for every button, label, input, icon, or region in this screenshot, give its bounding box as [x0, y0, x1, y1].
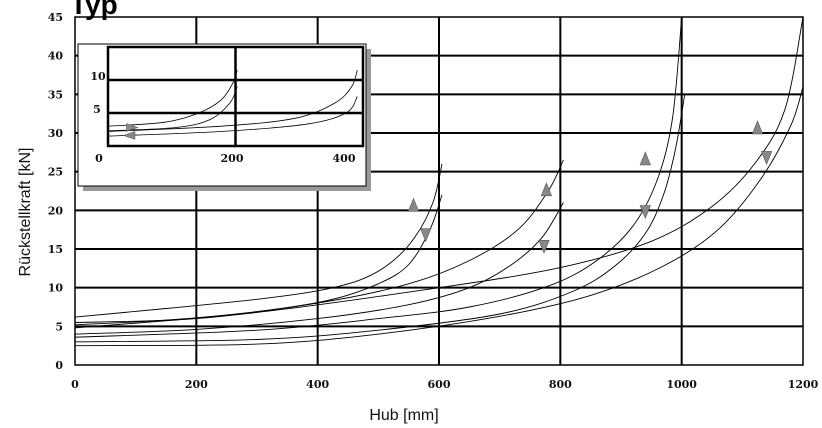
x-tick-label: 1000	[666, 378, 697, 391]
y-tick-label: 45	[48, 11, 63, 24]
direction-arrow-up	[751, 120, 764, 135]
direction-arrow-up	[407, 197, 420, 212]
direction-arrow-up	[639, 151, 651, 166]
direction-arrow-down	[420, 228, 432, 243]
force-curve-5	[74, 16, 683, 338]
y-tick-label: 0	[55, 359, 63, 372]
force-curve-7	[74, 16, 804, 329]
x-tick-label: 1200	[788, 378, 819, 391]
force-curve-6	[74, 94, 686, 343]
y-axis-label: Rückstellkraft [kN]	[17, 148, 34, 277]
main-gridlines	[74, 16, 804, 366]
inset-curve-3	[107, 69, 358, 132]
x-tick-label: 400	[306, 378, 329, 391]
inset-x-tick-label: 200	[221, 152, 244, 165]
inset-curve-2	[107, 86, 238, 132]
inset-direction-arrow-left	[122, 131, 136, 140]
inset-y-tick-label: 10	[90, 70, 106, 83]
inset-x-tick-label: 0	[95, 152, 103, 165]
inset-y-tick-label: 5	[93, 103, 101, 116]
main-direction-arrows	[407, 120, 773, 254]
force-curve-2	[74, 194, 443, 326]
force-curve-4	[74, 202, 564, 335]
main-tick-labels: 0 200 400 600 800 1000 1200 0 5 10 15 20 25 30 35 40 45	[48, 11, 819, 391]
y-tick-label: 25	[48, 166, 63, 179]
direction-arrow-down	[538, 240, 550, 254]
y-tick-label: 10	[48, 282, 64, 295]
direction-arrow-down	[639, 205, 651, 220]
inset-chart: 0 200 400 5 10	[77, 43, 371, 191]
force-curve-8	[74, 86, 804, 347]
chart-title: Typ	[70, 0, 118, 20]
main-curves	[74, 16, 804, 347]
inset-direction-arrow-right	[126, 123, 139, 132]
x-tick-label: 0	[71, 378, 79, 391]
direction-arrow-up	[540, 182, 553, 197]
force-curve-1	[74, 163, 443, 318]
y-tick-label: 20	[48, 204, 64, 217]
y-tick-label: 5	[55, 320, 63, 333]
y-tick-label: 15	[48, 243, 63, 256]
inset-curve-4	[107, 96, 358, 137]
inset-curve-1	[107, 69, 238, 127]
inset-background	[77, 43, 367, 187]
x-tick-label: 600	[428, 378, 451, 391]
x-axis-label: Hub [mm]	[369, 407, 438, 424]
y-tick-label: 30	[48, 127, 64, 140]
direction-arrow-down	[760, 151, 773, 165]
y-tick-label: 35	[48, 88, 63, 101]
inset-x-tick-label: 400	[333, 152, 356, 165]
y-tick-label: 40	[48, 50, 64, 63]
x-tick-label: 800	[549, 378, 572, 391]
x-tick-label: 200	[185, 378, 208, 391]
